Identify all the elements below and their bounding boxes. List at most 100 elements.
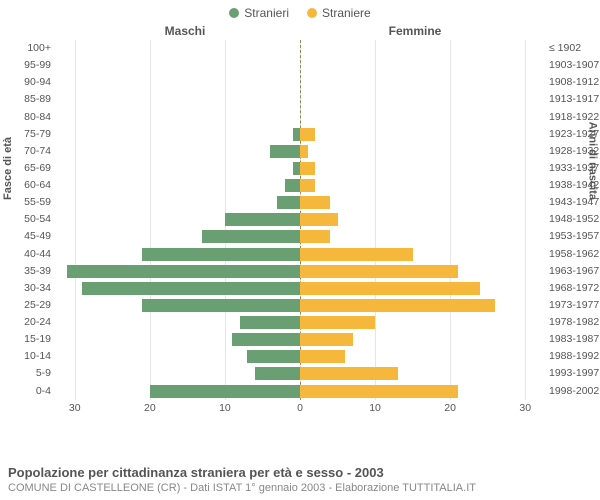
bar-male	[82, 282, 300, 295]
birth-year-label: 1903-1907	[544, 59, 600, 71]
bar-female	[300, 162, 315, 175]
age-label: 5-9	[6, 367, 56, 379]
birth-year-label: 1913-1917	[544, 93, 600, 105]
age-label: 90-94	[6, 76, 56, 88]
xtick-label: 0	[297, 402, 303, 414]
bar-female	[300, 248, 413, 261]
chart-legend: Stranieri Straniere	[0, 0, 600, 20]
age-label: 85-89	[6, 93, 56, 105]
age-row: 25-291973-1977	[56, 297, 544, 314]
header-female: Femmine	[300, 24, 530, 38]
birth-year-label: 1963-1967	[544, 265, 600, 277]
xtick-label: 30	[519, 402, 531, 414]
bar-male	[142, 299, 300, 312]
age-row: 70-741928-1932	[56, 143, 544, 160]
bar-female	[300, 230, 330, 243]
age-row: 65-691933-1937	[56, 160, 544, 177]
bar-female	[300, 128, 315, 141]
age-row: 100+≤ 1902	[56, 40, 544, 57]
birth-year-label: 1998-2002	[544, 385, 600, 397]
chart-footer: Popolazione per cittadinanza straniera p…	[8, 465, 476, 494]
birth-year-label: 1968-1972	[544, 282, 600, 294]
age-label: 100+	[6, 42, 56, 54]
chart-plot-area: 100+≤ 190295-991903-190790-941908-191285…	[56, 40, 544, 418]
birth-year-label: 1923-1927	[544, 128, 600, 140]
xtick-label: 30	[69, 402, 81, 414]
age-label: 50-54	[6, 213, 56, 225]
bar-female	[300, 367, 398, 380]
age-row: 55-591943-1947	[56, 194, 544, 211]
birth-year-label: ≤ 1902	[544, 42, 600, 54]
bar-male	[240, 316, 300, 329]
xtick-label: 20	[144, 402, 156, 414]
bar-male	[270, 145, 300, 158]
bar-female	[300, 316, 375, 329]
birth-year-label: 1933-1937	[544, 162, 600, 174]
age-row: 5-91993-1997	[56, 365, 544, 382]
birth-year-label: 1918-1922	[544, 111, 600, 123]
age-label: 55-59	[6, 196, 56, 208]
legend-male-swatch	[229, 8, 239, 18]
age-label: 10-14	[6, 350, 56, 362]
age-row: 0-41998-2002	[56, 383, 544, 400]
bar-female	[300, 213, 338, 226]
age-row: 50-541948-1952	[56, 211, 544, 228]
age-row: 90-941908-1912	[56, 74, 544, 91]
chart-subtitle: COMUNE DI CASTELLEONE (CR) - Dati ISTAT …	[8, 482, 476, 494]
age-label: 15-19	[6, 333, 56, 345]
legend-female: Straniere	[307, 6, 371, 20]
birth-year-label: 1928-1932	[544, 145, 600, 157]
age-label: 40-44	[6, 248, 56, 260]
bar-female	[300, 179, 315, 192]
age-label: 60-64	[6, 179, 56, 191]
bar-female	[300, 350, 345, 363]
age-label: 45-49	[6, 230, 56, 242]
birth-year-label: 1993-1997	[544, 367, 600, 379]
age-row: 80-841918-1922	[56, 109, 544, 126]
bar-female	[300, 196, 330, 209]
age-row: 60-641938-1942	[56, 177, 544, 194]
age-label: 20-24	[6, 316, 56, 328]
birth-year-label: 1958-1962	[544, 248, 600, 260]
birth-year-label: 1938-1942	[544, 179, 600, 191]
age-row: 95-991903-1907	[56, 57, 544, 74]
age-label: 0-4	[6, 385, 56, 397]
age-label: 65-69	[6, 162, 56, 174]
legend-female-label: Straniere	[322, 6, 371, 20]
birth-year-label: 1978-1982	[544, 316, 600, 328]
age-row: 75-791923-1927	[56, 126, 544, 143]
bar-female	[300, 385, 458, 398]
age-row: 10-141988-1992	[56, 348, 544, 365]
bar-female	[300, 282, 480, 295]
birth-year-label: 1973-1977	[544, 299, 600, 311]
x-axis: 3020100102030	[56, 402, 544, 418]
age-row: 20-241978-1982	[56, 314, 544, 331]
xtick-label: 10	[219, 402, 231, 414]
age-label: 75-79	[6, 128, 56, 140]
birth-year-label: 1953-1957	[544, 230, 600, 242]
age-label: 70-74	[6, 145, 56, 157]
bar-male	[150, 385, 300, 398]
bar-female	[300, 299, 495, 312]
legend-male: Stranieri	[229, 6, 289, 20]
age-label: 30-34	[6, 282, 56, 294]
bar-male	[293, 162, 301, 175]
birth-year-label: 1983-1987	[544, 333, 600, 345]
bar-female	[300, 145, 308, 158]
legend-male-label: Stranieri	[244, 6, 289, 20]
bar-male	[232, 333, 300, 346]
bar-male	[255, 367, 300, 380]
age-row: 35-391963-1967	[56, 263, 544, 280]
bar-female	[300, 333, 353, 346]
chart-title: Popolazione per cittadinanza straniera p…	[8, 465, 476, 480]
age-label: 95-99	[6, 59, 56, 71]
bar-male	[285, 179, 300, 192]
legend-female-swatch	[307, 8, 317, 18]
bar-male	[142, 248, 300, 261]
age-label: 80-84	[6, 111, 56, 123]
birth-year-label: 1948-1952	[544, 213, 600, 225]
column-headers: Maschi Femmine	[0, 20, 600, 40]
age-row: 85-891913-1917	[56, 91, 544, 108]
age-row: 30-341968-1972	[56, 280, 544, 297]
xtick-label: 20	[444, 402, 456, 414]
